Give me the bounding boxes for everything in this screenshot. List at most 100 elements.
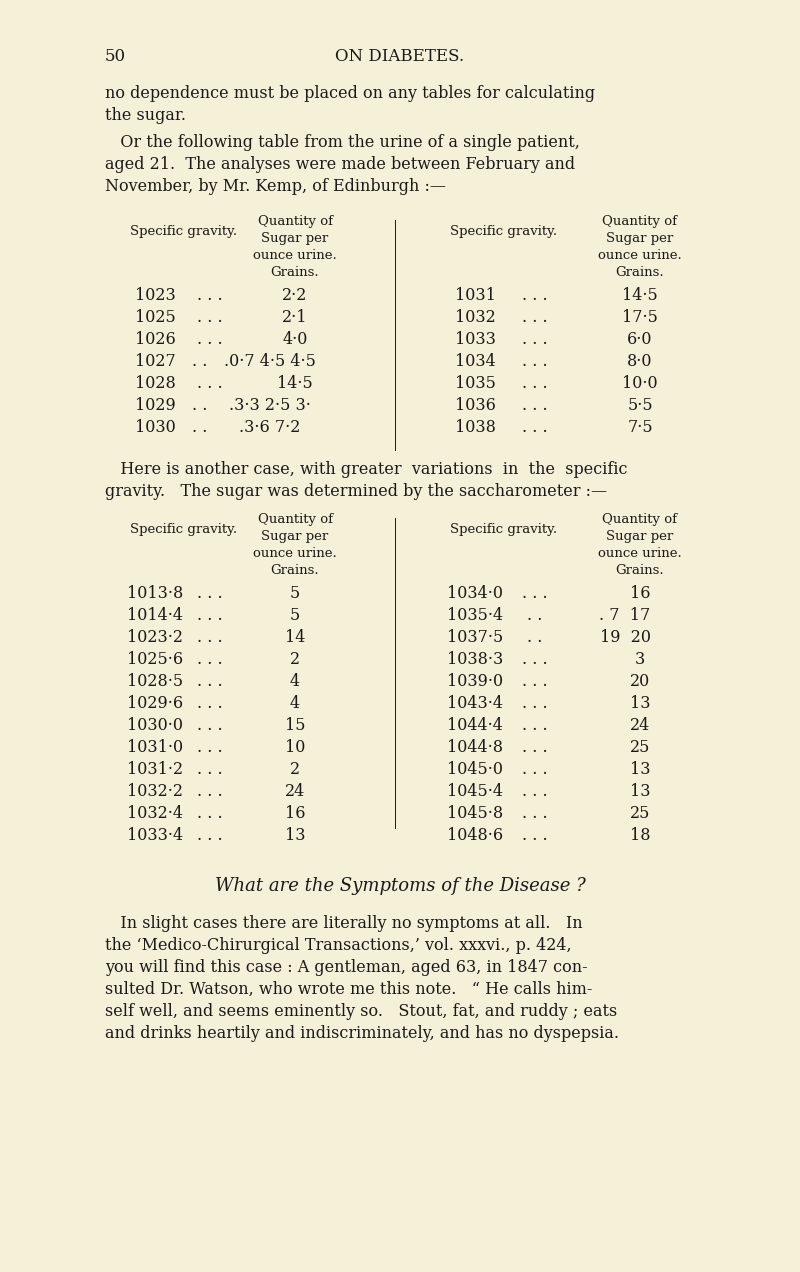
Text: .0·7 4·5 4·5: .0·7 4·5 4·5 [224,354,316,370]
Text: 5: 5 [290,585,300,602]
Text: . . .: . . . [522,287,548,304]
Text: and drinks heartily and indiscriminately, and has no dyspepsia.: and drinks heartily and indiscriminately… [105,1025,619,1042]
Text: 2: 2 [290,761,300,778]
Text: . .: . . [192,354,208,370]
Text: 1032·4: 1032·4 [127,805,183,822]
Text: In slight cases there are literally no symptoms at all.   In: In slight cases there are literally no s… [105,915,582,932]
Text: . . .: . . . [522,651,548,668]
Text: . . .: . . . [522,354,548,370]
Text: 1013·8: 1013·8 [127,585,183,602]
Text: 14: 14 [285,628,305,646]
Text: 16: 16 [285,805,306,822]
Text: . . .: . . . [522,717,548,734]
Text: 1029: 1029 [134,397,175,413]
Text: . . .: . . . [522,805,548,822]
Text: 3: 3 [635,651,645,668]
Text: Specific gravity.: Specific gravity. [450,523,557,536]
Text: . . .: . . . [522,397,548,413]
Text: 1014·4: 1014·4 [127,607,183,625]
Text: aged 21.  The analyses were made between February and: aged 21. The analyses were made between … [105,156,575,173]
Text: 1045·8: 1045·8 [447,805,503,822]
Text: . . .: . . . [197,739,223,756]
Text: 1045·4: 1045·4 [447,784,503,800]
Text: 1026: 1026 [134,331,175,349]
Text: Specific gravity.: Specific gravity. [450,225,557,238]
Text: . .: . . [192,397,208,413]
Text: 1025: 1025 [134,309,175,326]
Text: . . .: . . . [197,331,223,349]
Text: 1048·6: 1048·6 [447,827,503,845]
Text: . . .: . . . [522,739,548,756]
Text: 7·5: 7·5 [627,418,653,436]
Text: 1023·2: 1023·2 [127,628,183,646]
Text: . . .: . . . [522,585,548,602]
Text: 1036: 1036 [454,397,495,413]
Text: 18: 18 [630,827,650,845]
Text: 5: 5 [290,607,300,625]
Text: .3·3 2·5 3·: .3·3 2·5 3· [229,397,311,413]
Text: 13: 13 [630,695,650,712]
Text: 1044·8: 1044·8 [447,739,503,756]
Text: . . .: . . . [522,673,548,689]
Text: . . .: . . . [197,761,223,778]
Text: 8·0: 8·0 [627,354,653,370]
Text: 10·0: 10·0 [622,375,658,392]
Text: . . .: . . . [197,287,223,304]
Text: 2·1: 2·1 [282,309,308,326]
Text: 25: 25 [630,805,650,822]
Text: 1030·0: 1030·0 [127,717,183,734]
Text: 1034: 1034 [454,354,495,370]
Text: Specific gravity.: Specific gravity. [130,225,237,238]
Text: Here is another case, with greater  variations  in  the  specific: Here is another case, with greater varia… [105,460,627,478]
Text: the sugar.: the sugar. [105,107,186,123]
Text: . . .: . . . [197,717,223,734]
Text: . . .: . . . [522,331,548,349]
Text: 5·5: 5·5 [627,397,653,413]
Text: gravity.   The sugar was determined by the saccharometer :—: gravity. The sugar was determined by the… [105,483,607,500]
Text: 14·5: 14·5 [622,287,658,304]
Text: . . .: . . . [197,673,223,689]
Text: 1038·3: 1038·3 [447,651,503,668]
Text: 4: 4 [290,673,300,689]
Text: . . .: . . . [197,607,223,625]
Text: 1031·0: 1031·0 [127,739,183,756]
Text: 4: 4 [290,695,300,712]
Text: .3·6 7·2: .3·6 7·2 [239,418,301,436]
Text: . .: . . [527,607,542,625]
Text: . . .: . . . [197,784,223,800]
Text: 1034·0: 1034·0 [447,585,503,602]
Text: you will find this case : A gentleman, aged 63, in 1847 con-: you will find this case : A gentleman, a… [105,959,588,976]
Text: 2·2: 2·2 [282,287,308,304]
Text: 1027: 1027 [134,354,175,370]
Text: 1035: 1035 [454,375,495,392]
Text: November, by Mr. Kemp, of Edinburgh :—: November, by Mr. Kemp, of Edinburgh :— [105,178,446,195]
Text: . . .: . . . [522,784,548,800]
Text: 6·0: 6·0 [627,331,653,349]
Text: 1045·0: 1045·0 [447,761,503,778]
Text: 1038: 1038 [454,418,495,436]
Text: 16: 16 [630,585,650,602]
Text: 1030: 1030 [134,418,175,436]
Text: the ‘Medico-Chirurgical Transactions,’ vol. xxxvi., p. 424,: the ‘Medico-Chirurgical Transactions,’ v… [105,937,572,954]
Text: 1029·6: 1029·6 [127,695,183,712]
Text: . . .: . . . [197,827,223,845]
Text: . . .: . . . [197,695,223,712]
Text: 1032·2: 1032·2 [127,784,183,800]
Text: . .: . . [192,418,208,436]
Text: . . .: . . . [197,628,223,646]
Text: 1037·5: 1037·5 [447,628,503,646]
Text: What are the Symptoms of the Disease ?: What are the Symptoms of the Disease ? [214,876,586,895]
Text: . . .: . . . [522,418,548,436]
Text: 13: 13 [630,784,650,800]
Text: Specific gravity.: Specific gravity. [130,523,237,536]
Text: 13: 13 [285,827,306,845]
Text: . . .: . . . [522,695,548,712]
Text: ON DIABETES.: ON DIABETES. [335,48,465,65]
Text: 13: 13 [630,761,650,778]
Text: 4·0: 4·0 [282,331,308,349]
Text: . . .: . . . [197,805,223,822]
Text: no dependence must be placed on any tables for calculating: no dependence must be placed on any tabl… [105,85,595,102]
Text: 1028·5: 1028·5 [127,673,183,689]
Text: Quantity of
Sugar per
ounce urine.
Grains.: Quantity of Sugar per ounce urine. Grain… [253,513,337,577]
Text: Or the following table from the urine of a single patient,: Or the following table from the urine of… [105,134,580,151]
